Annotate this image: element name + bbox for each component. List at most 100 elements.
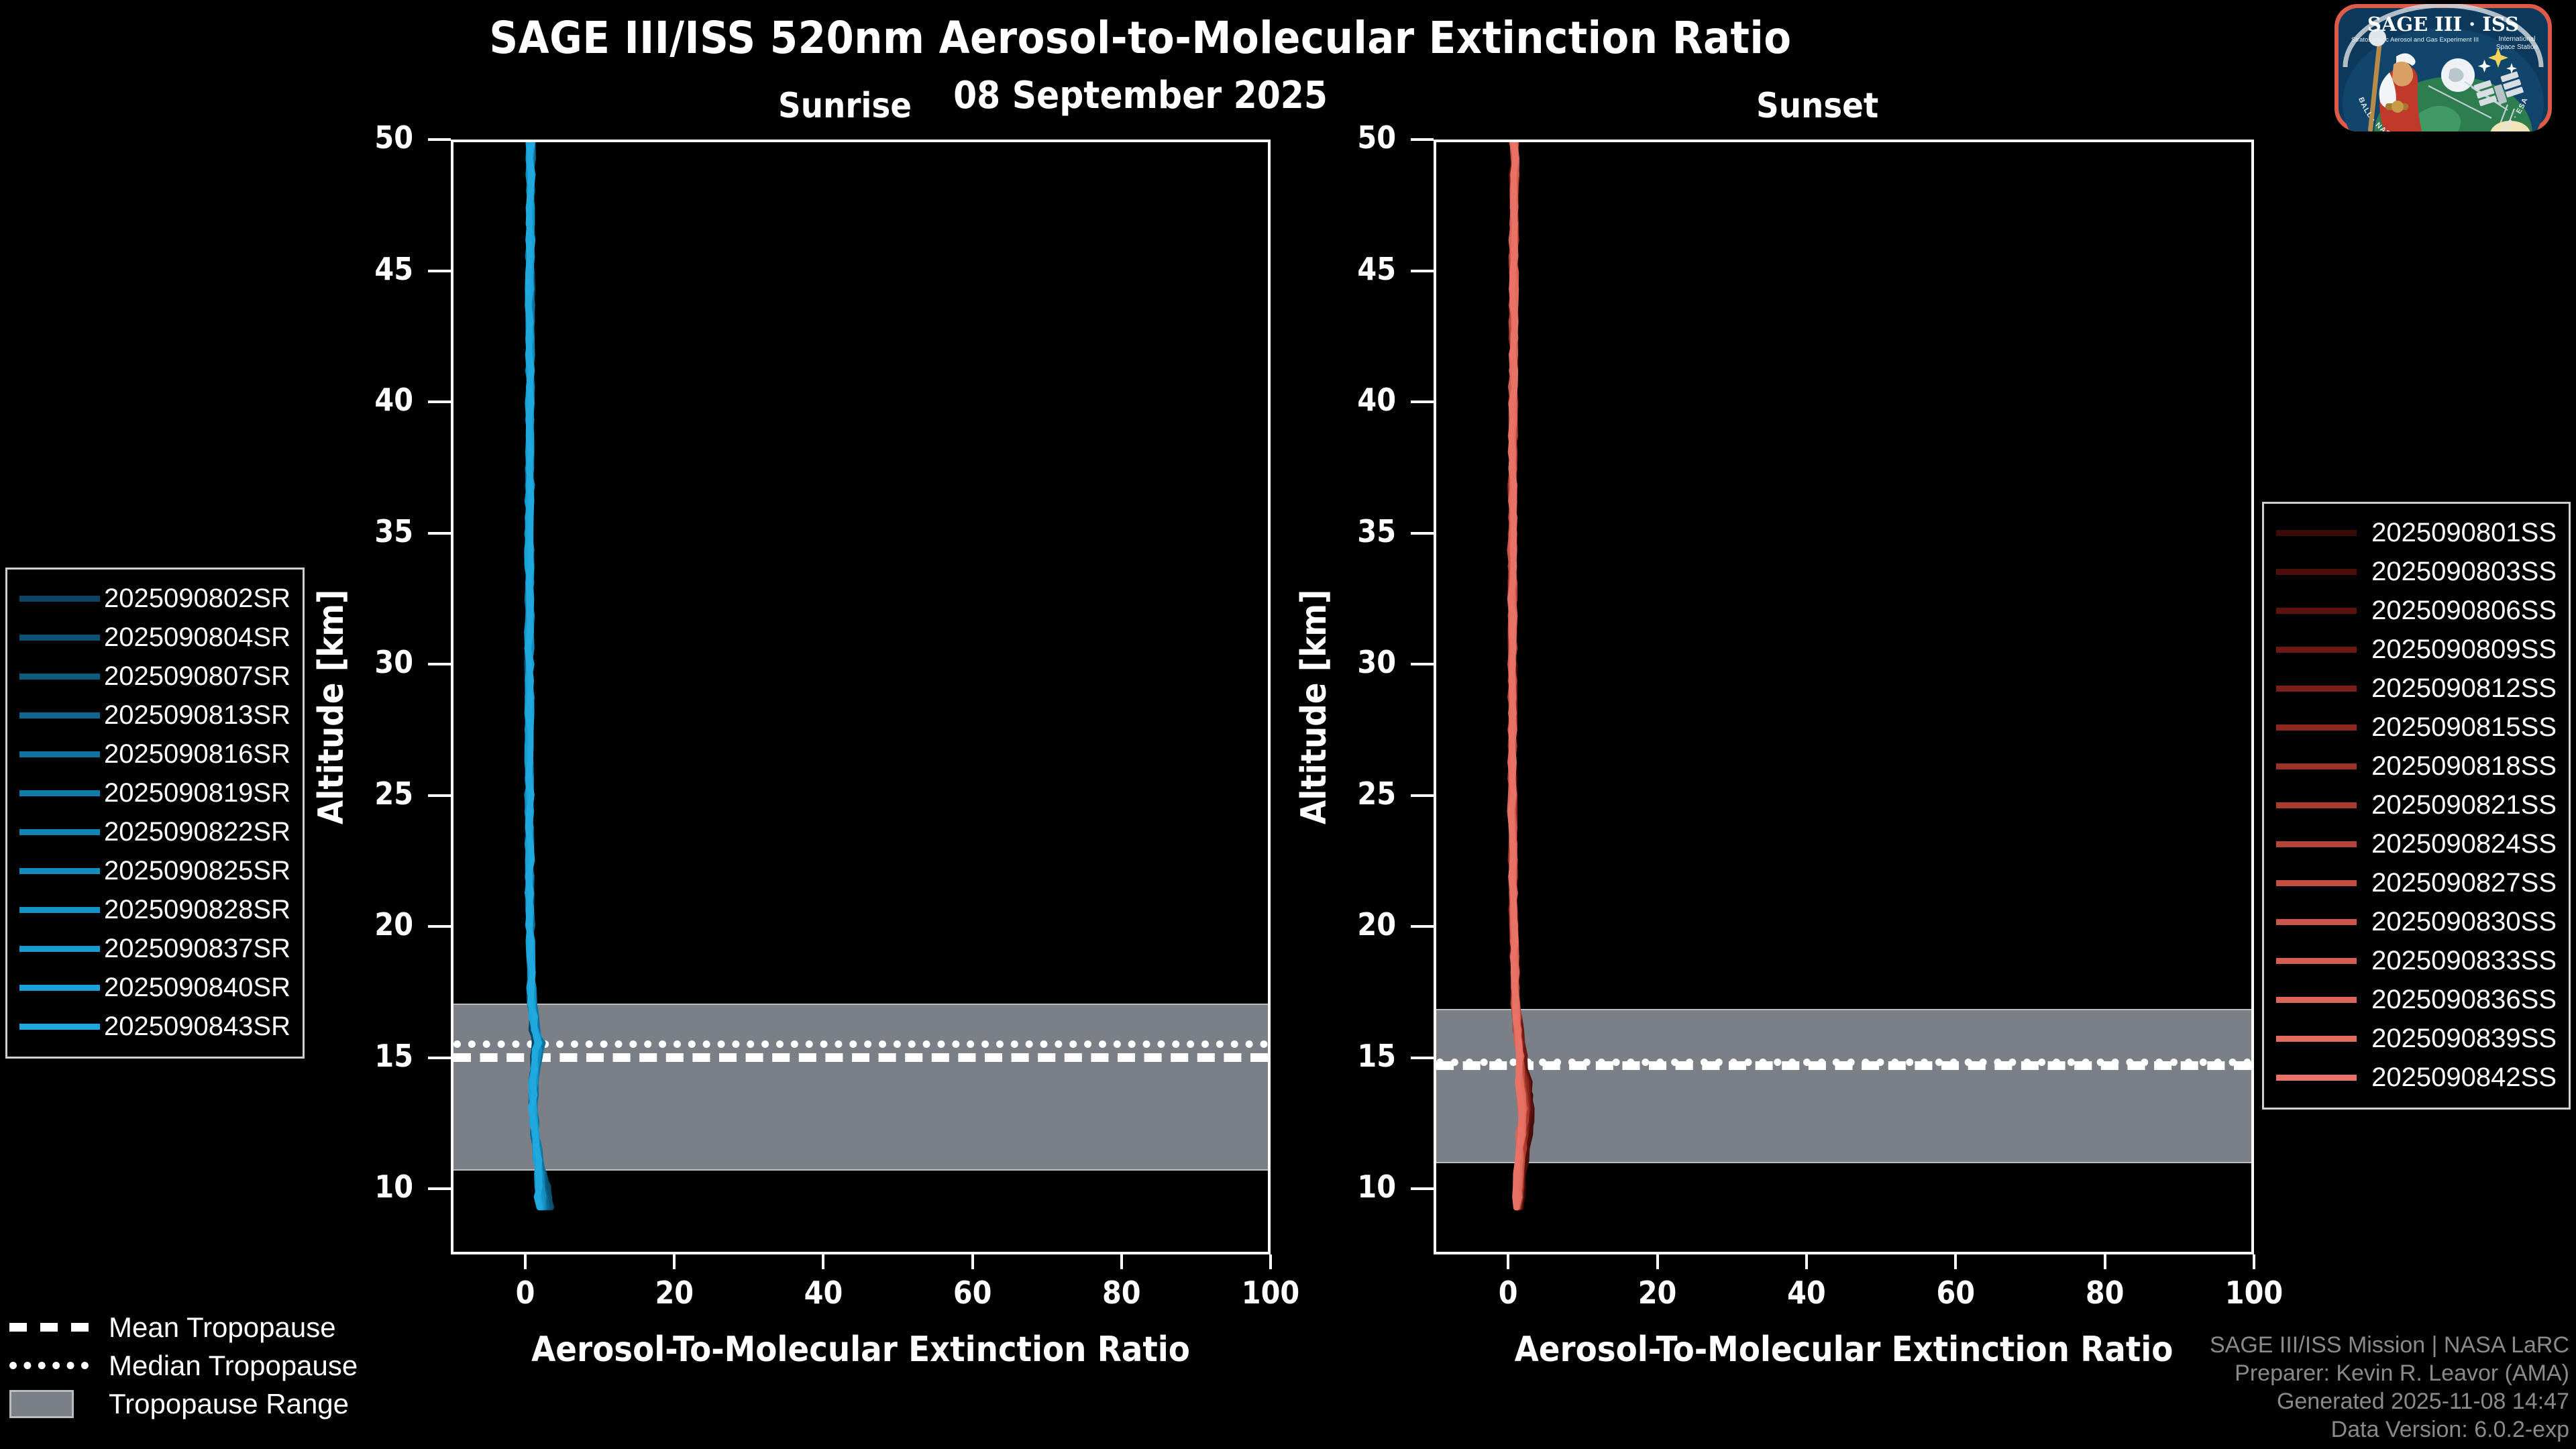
tropopause-legend-key [9, 1389, 97, 1418]
y-axis-title-sunset: Altitude [km] [1294, 589, 1334, 824]
x-tick [2103, 1254, 2106, 1269]
legend-item[interactable]: 2025090824SS [2276, 824, 2557, 863]
y-tick-label: 50 [1357, 119, 1396, 156]
legend-item-label: 2025090828SR [103, 894, 290, 924]
legend-item[interactable]: 2025090833SS [2276, 941, 2557, 980]
legend-color-swatch [2276, 607, 2357, 614]
x-tick-label: 40 [804, 1275, 843, 1311]
logo-subtitle-right-2: Space Station [2496, 44, 2538, 51]
legend-item[interactable]: 2025090802SR [19, 579, 290, 618]
legend-color-swatch [2276, 646, 2357, 653]
legend-item[interactable]: 2025090836SS [2276, 980, 2557, 1019]
legend-item-label: 2025090840SR [103, 972, 290, 1002]
legend-item[interactable]: 2025090806SS [2276, 591, 2557, 630]
legend-item-label: 2025090836SS [2371, 984, 2557, 1014]
x-tick [1269, 1254, 1272, 1269]
legend-item[interactable]: 2025090821SS [2276, 786, 2557, 824]
legend-color-swatch [19, 984, 100, 991]
legend-item[interactable]: 2025090819SR [19, 773, 290, 812]
tropopause-range-band-sunset [1436, 1009, 2251, 1163]
legend-color-swatch [2276, 996, 2357, 1003]
tropopause-legend-item[interactable]: Median Tropopause [9, 1346, 358, 1385]
x-tick-label: 20 [1638, 1275, 1677, 1311]
legend-item[interactable]: 2025090825SR [19, 851, 290, 890]
x-tick-label: 20 [655, 1275, 694, 1311]
legend-item[interactable]: 2025090804SR [19, 618, 290, 657]
legend-item[interactable]: 2025090840SR [19, 968, 290, 1007]
x-tick [1805, 1254, 1808, 1269]
legend-item[interactable]: 2025090801SS [2276, 513, 2557, 552]
legend-color-swatch [2276, 1035, 2357, 1042]
y-tick [428, 1056, 451, 1059]
legend-item[interactable]: 2025090815SS [2276, 708, 2557, 747]
footer-preparer: Preparer: Kevin R. Leavor (AMA) [2235, 1360, 2569, 1386]
legend-item[interactable]: 2025090807SR [19, 657, 290, 696]
y-tick [428, 794, 451, 797]
legend-item-label: 2025090819SR [103, 777, 290, 808]
legend-item-label: 2025090816SR [103, 739, 290, 769]
x-tick [524, 1254, 527, 1269]
legend-item[interactable]: 2025090818SS [2276, 747, 2557, 786]
y-tick [428, 269, 451, 272]
legend-item[interactable]: 2025090803SS [2276, 552, 2557, 591]
legend-item-label: 2025090806SS [2371, 595, 2557, 625]
tropopause-legend-item[interactable]: Mean Tropopause [9, 1308, 358, 1346]
y-tick-label: 15 [374, 1037, 413, 1074]
legend-item-label: 2025090837SR [103, 933, 290, 963]
legend-item[interactable]: 2025090813SR [19, 696, 290, 735]
legend-color-swatch [2276, 957, 2357, 964]
legend-item[interactable]: 2025090827SS [2276, 863, 2557, 902]
y-tick-label: 50 [374, 119, 413, 156]
legend-color-swatch [19, 712, 100, 718]
y-tick-label: 35 [374, 513, 413, 549]
logo-subtitle-left: Stratospheric Aerosol and Gas Experiment… [2351, 36, 2479, 44]
y-tick [1411, 925, 1434, 928]
y-tick-label: 30 [374, 644, 413, 681]
tropopause-legend-item[interactable]: Tropopause Range [9, 1385, 358, 1423]
legend-item[interactable]: 2025090828SR [19, 890, 290, 929]
y-tick [1411, 269, 1434, 272]
y-tick [428, 138, 451, 141]
legend-color-swatch [2276, 568, 2357, 575]
legend-item-label: 2025090818SS [2371, 751, 2557, 781]
x-tick-label: 100 [2224, 1275, 2284, 1311]
legend-item[interactable]: 2025090809SS [2276, 630, 2557, 669]
x-tick [1954, 1254, 1957, 1269]
legend-color-swatch [2276, 724, 2357, 731]
logo-subtitle-right-1: International [2498, 36, 2535, 43]
x-tick [1656, 1254, 1659, 1269]
legend-color-swatch [2276, 879, 2357, 886]
footer-credits: SAGE III/ISS Mission | NASA LaRC Prepare… [2210, 1331, 2569, 1444]
legend-item-label: 2025090833SS [2371, 945, 2557, 975]
legend-item-label: 2025090802SR [103, 583, 290, 613]
x-tick [971, 1254, 974, 1269]
legend-item[interactable]: 2025090837SR [19, 929, 290, 968]
legend-item-label: 2025090830SS [2371, 906, 2557, 936]
page-title: SAGE III/ISS 520nm Aerosol-to-Molecular … [489, 12, 1792, 64]
y-tick [428, 400, 451, 404]
panel-title-sunset: Sunset [1756, 86, 1879, 126]
legend-color-swatch [19, 751, 100, 757]
profile-curves-sunrise [524, 142, 555, 1211]
legend-item[interactable]: 2025090812SS [2276, 669, 2557, 708]
legend-item-label: 2025090825SR [103, 855, 290, 885]
y-tick-label: 35 [1357, 513, 1396, 549]
y-tick-label: 40 [374, 382, 413, 419]
x-tick-label: 0 [1498, 1275, 1518, 1311]
legend-item[interactable]: 2025090830SS [2276, 902, 2557, 941]
logo-title: SAGE III · ISS [2367, 13, 2519, 36]
median-tropopause-line-sunset [1436, 1059, 2251, 1066]
legend-item[interactable]: 2025090822SR [19, 812, 290, 851]
plot-area-sunrise [451, 140, 1271, 1254]
legend-item[interactable]: 2025090816SR [19, 735, 290, 773]
tropopause-legend-key [9, 1362, 97, 1369]
legend-color-swatch [19, 945, 100, 952]
plot-area-sunset [1434, 140, 2254, 1254]
legend-item[interactable]: 2025090839SS [2276, 1019, 2557, 1058]
y-tick [1411, 531, 1434, 535]
legend-color-swatch [19, 673, 100, 680]
legend-item[interactable]: 2025090843SR [19, 1007, 290, 1046]
footer-mission: SAGE III/ISS Mission | NASA LaRC [2209, 1332, 2569, 1358]
tropopause-legend-label: Median Tropopause [109, 1349, 358, 1381]
legend-item[interactable]: 2025090842SS [2276, 1058, 2557, 1097]
